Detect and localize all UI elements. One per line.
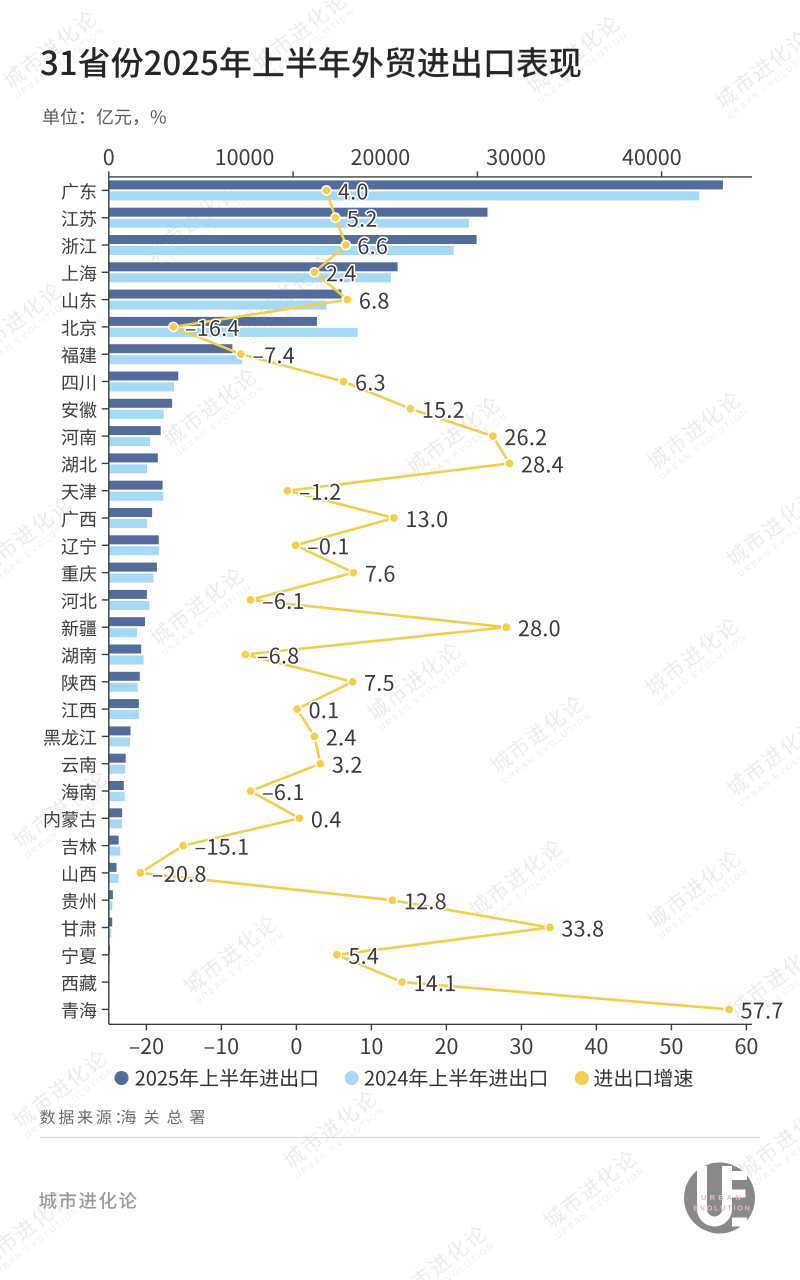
- svg-text:URBAN: URBAN: [701, 1193, 744, 1202]
- svg-text:EVOLUTION: EVOLUTION: [693, 1204, 751, 1213]
